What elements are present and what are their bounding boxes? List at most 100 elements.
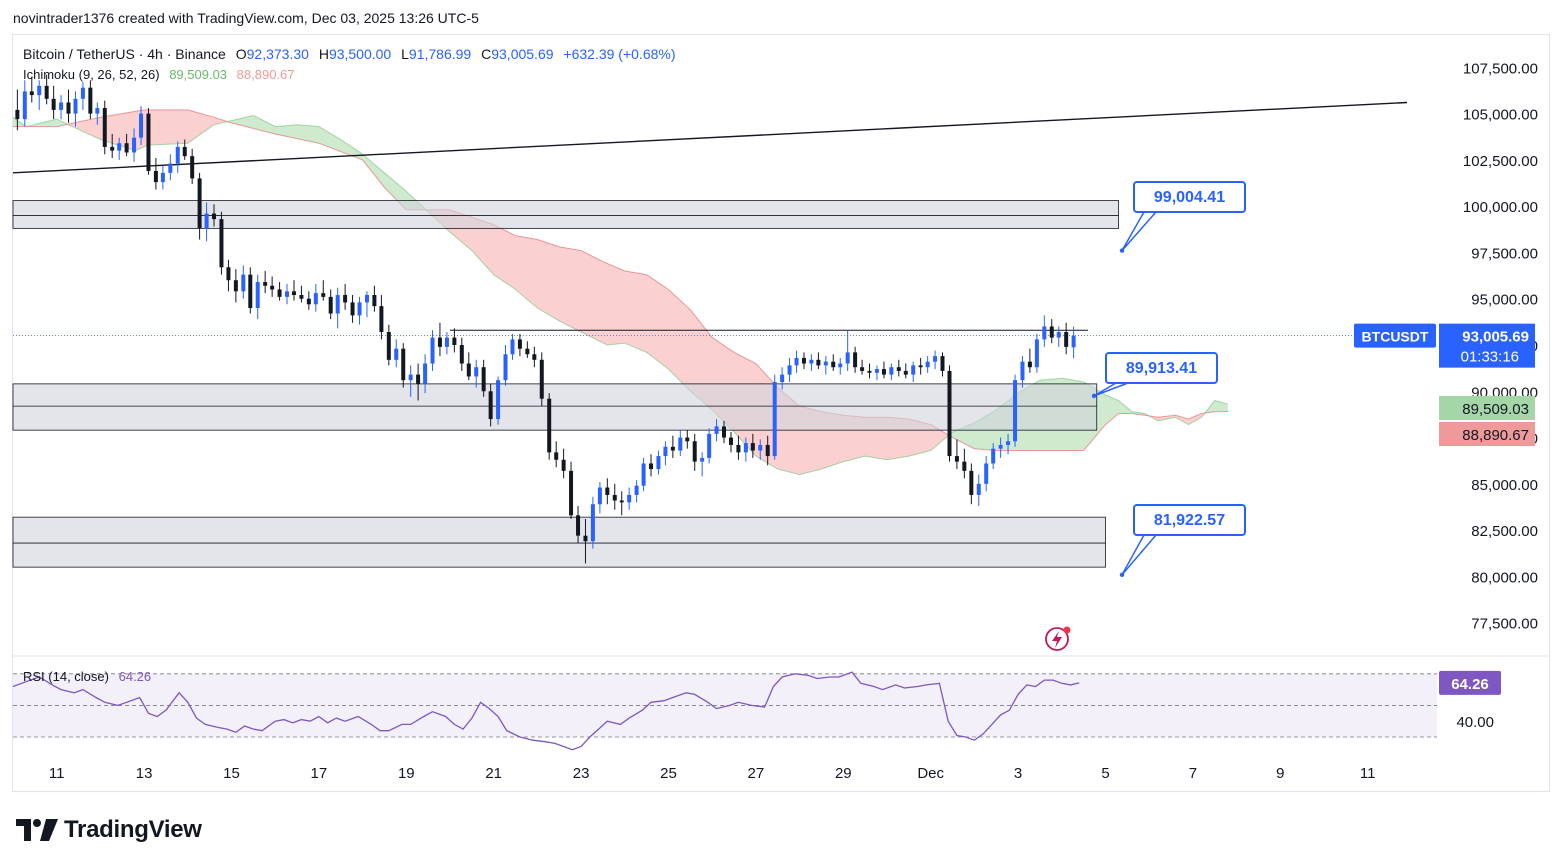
- candle-107: [794, 357, 799, 366]
- time-tick-5: 21: [485, 765, 502, 782]
- candle-27: [212, 213, 217, 220]
- candle-17: [139, 113, 144, 138]
- callout-pointer-1: [1093, 382, 1129, 397]
- candle-21: [168, 163, 173, 173]
- candle-75: [561, 459, 566, 471]
- candle-36: [277, 289, 282, 297]
- candle-131: [969, 470, 974, 495]
- candle-143: [1056, 332, 1061, 338]
- candle-5: [51, 98, 56, 110]
- legend-symbol: Bitcoin / TetherUS · 4h · Binance: [23, 46, 226, 62]
- candle-54: [408, 374, 413, 381]
- callout-box-1: [1105, 352, 1218, 384]
- price-tick-2: 82,500.00: [1471, 523, 1538, 540]
- support-resistance-zones: [12, 200, 1120, 568]
- tradingview-wordmark: TradingView: [64, 816, 202, 843]
- candle-139: [1027, 361, 1032, 368]
- candle-8: [73, 98, 78, 114]
- candle-105: [780, 374, 785, 383]
- candle-33: [255, 282, 260, 308]
- candle-18: [146, 113, 151, 171]
- candle-40: [306, 298, 311, 305]
- candle-10: [88, 87, 93, 114]
- candle-64: [481, 367, 486, 392]
- callout-anchor-0: [1119, 248, 1125, 253]
- candle-65: [488, 391, 493, 420]
- candle-87: [649, 463, 654, 470]
- candle-48: [364, 295, 369, 303]
- candle-90: [670, 446, 675, 451]
- candle-144: [1064, 332, 1069, 347]
- candle-24: [190, 156, 195, 179]
- candle-39: [299, 295, 304, 299]
- candle-60: [452, 337, 457, 345]
- candle-137: [1013, 380, 1018, 442]
- candle-95: [707, 433, 712, 458]
- candle-140: [1034, 339, 1039, 368]
- rsi-value-bg: [1439, 670, 1501, 695]
- candle-91: [678, 437, 683, 451]
- rsi-legend-value: 64.26: [119, 669, 152, 684]
- legend-line: Bitcoin / TetherUS · 4h · Binance O92,37…: [23, 46, 676, 62]
- callout-label-1: 89,913.41: [1126, 360, 1197, 377]
- candle-14: [117, 143, 122, 151]
- candle-136: [1006, 441, 1011, 445]
- candle-79: [590, 504, 595, 542]
- candle-118: [874, 369, 879, 373]
- rsi-tick-0: 40.00: [1456, 714, 1494, 731]
- candle-25: [197, 178, 202, 229]
- time-tick-9: 29: [835, 765, 852, 782]
- candle-74: [554, 452, 559, 460]
- time-axis: 11 13 15 17 19 21 23 25 27 29 Dec 3 5 7 9 11: [49, 765, 1376, 782]
- candle-16: [132, 137, 137, 153]
- candle-50: [379, 306, 384, 333]
- time-tick-14: 9: [1276, 765, 1284, 782]
- candle-109: [809, 359, 814, 364]
- candle-99: [736, 444, 741, 453]
- candle-35: [270, 285, 275, 290]
- candle-76: [569, 470, 574, 516]
- candle-77: [576, 515, 581, 536]
- candle-22: [175, 146, 180, 164]
- candle-133: [984, 463, 989, 484]
- alert-flash-icon[interactable]: [1045, 626, 1071, 651]
- callout-box-0: [1133, 181, 1246, 213]
- candle-71: [532, 354, 537, 360]
- price-tick-7: 95,000.00: [1471, 292, 1538, 309]
- candle-100: [743, 443, 748, 453]
- candle-104: [772, 382, 777, 457]
- candle-103: [765, 444, 770, 457]
- candle-58: [437, 337, 442, 347]
- callout-anchor-2: [1119, 572, 1125, 578]
- tradingview-logo[interactable]: TradingView: [16, 816, 202, 844]
- candle-26: [204, 213, 209, 229]
- candle-7: [66, 102, 71, 114]
- price-tick-1: 80,000.00: [1471, 569, 1538, 586]
- candle-38: [291, 291, 296, 296]
- candle-34: [263, 282, 268, 286]
- last-price-bg: [1439, 323, 1535, 368]
- legend-close: 93,005.69: [491, 46, 553, 62]
- candle-19: [153, 170, 158, 183]
- cloud-segment-3: [428, 209, 951, 475]
- candle-57: [430, 337, 435, 364]
- last-price-countdown: 01:33:16: [1461, 349, 1519, 366]
- callout-pointer-0: [1121, 211, 1157, 252]
- time-tick-1: 13: [136, 765, 153, 782]
- callout-anchor-1: [1091, 393, 1097, 399]
- candle-142: [1049, 326, 1054, 338]
- rsi-legend: RSI (14, close) 64.26: [23, 669, 151, 684]
- candle-30: [233, 280, 238, 292]
- rsi-value-label: 64.26: [1451, 676, 1489, 693]
- price-tick-11: 105,000.00: [1463, 107, 1538, 124]
- candle-121: [896, 367, 901, 371]
- candle-110: [816, 359, 821, 366]
- legend-low: 91,786.99: [409, 46, 471, 62]
- candle-132: [976, 483, 981, 495]
- legend-open: 92,373.30: [247, 46, 309, 62]
- tradingview-logo-mark: [16, 819, 58, 841]
- candle-11: [95, 108, 100, 114]
- candle-20: [160, 172, 165, 183]
- zone-1: [12, 383, 1098, 431]
